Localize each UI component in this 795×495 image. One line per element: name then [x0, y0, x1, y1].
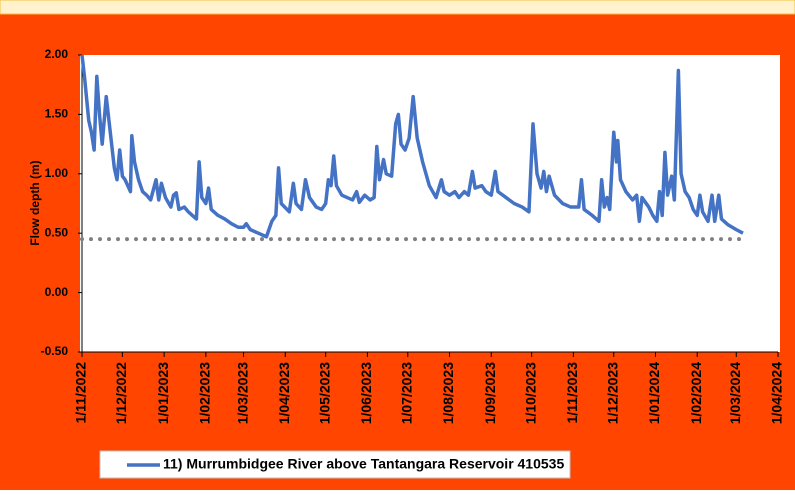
x-tick-label: 1/01/2023 — [155, 362, 171, 424]
x-tick-label: 1/04/2023 — [276, 362, 292, 424]
legend — [99, 450, 571, 479]
data-line — [80, 54, 744, 239]
x-tick-label: 1/01/2024 — [646, 362, 662, 424]
y-tick-label: 1.00 — [45, 166, 69, 180]
top-strip — [0, 0, 795, 15]
y-tick-label: 0.50 — [45, 225, 69, 239]
x-tick-label: 1/11/2022 — [73, 362, 89, 424]
x-tick-label: 1/05/2023 — [316, 362, 332, 424]
x-tick-label: 1/11/2023 — [564, 362, 580, 424]
x-tick-label: 1/02/2024 — [688, 362, 704, 424]
x-tick-label: 1/06/2023 — [358, 362, 374, 424]
x-tick-label: 1/12/2022 — [113, 362, 129, 424]
x-tick-label: 1/07/2023 — [398, 362, 414, 424]
x-tick-label: 1/09/2023 — [482, 362, 498, 424]
x-tick-label: 1/10/2023 — [522, 362, 538, 424]
y-tick-label: 1.50 — [45, 107, 69, 121]
x-tick-label: 1/02/2023 — [197, 362, 213, 424]
y-axis-label: Flow depth (m) — [28, 160, 42, 245]
x-tick-label: 1/03/2024 — [727, 362, 743, 424]
x-tick-label: 1/04/2024 — [769, 362, 785, 424]
y-tick-label: 0.00 — [45, 285, 69, 299]
legend-label: 11) Murrumbidgee River above Tantangara … — [163, 456, 564, 472]
x-tick-label: 1/08/2023 — [440, 362, 456, 424]
plot-area — [80, 55, 780, 352]
y-tick-label: 2.00 — [45, 47, 69, 61]
x-tick-label: 1/12/2023 — [604, 362, 620, 424]
y-tick-label: -0.50 — [41, 344, 69, 358]
x-tick-label: 1/03/2023 — [234, 362, 250, 424]
